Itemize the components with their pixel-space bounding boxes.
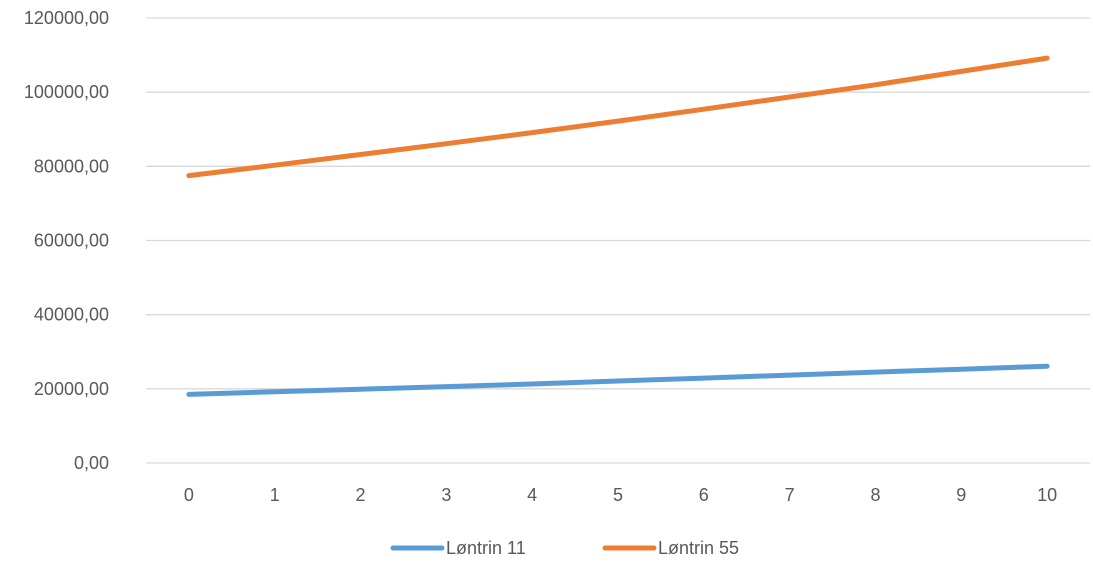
series-line xyxy=(189,366,1047,394)
x-tick-label: 9 xyxy=(956,485,966,505)
x-tick-label: 0 xyxy=(184,485,194,505)
series-1 xyxy=(189,58,1047,176)
y-tick-label: 60000,00 xyxy=(34,231,109,251)
gridlines xyxy=(146,18,1090,463)
x-tick-label: 2 xyxy=(356,485,366,505)
x-tick-label: 1 xyxy=(270,485,280,505)
y-tick-label: 100000,00 xyxy=(24,82,109,102)
x-tick-label: 8 xyxy=(870,485,880,505)
y-tick-label: 80000,00 xyxy=(34,156,109,176)
x-tick-label: 4 xyxy=(527,485,537,505)
x-tick-label: 7 xyxy=(785,485,795,505)
y-tick-label: 40000,00 xyxy=(34,305,109,325)
y-tick-label: 0,00 xyxy=(74,453,109,473)
legend-item: Løntrin 55 xyxy=(605,538,739,558)
x-tick-label: 6 xyxy=(699,485,709,505)
legend: Løntrin 11 Løntrin 55 xyxy=(393,538,739,558)
series-0 xyxy=(189,366,1047,394)
x-tick-label: 5 xyxy=(613,485,623,505)
x-axis-tick-labels: 0 1 2 3 4 5 6 7 8 9 10 xyxy=(184,485,1057,505)
series-line xyxy=(189,58,1047,176)
y-axis-tick-labels: 0,00 20000,00 40000,00 60000,00 80000,00 1000… xyxy=(24,8,109,473)
series-lines xyxy=(189,58,1047,395)
legend-label: Løntrin 11 xyxy=(446,538,526,558)
x-tick-label: 3 xyxy=(441,485,451,505)
x-tick-label: 10 xyxy=(1037,485,1057,505)
y-tick-label: 120000,00 xyxy=(24,8,109,28)
legend-item: Løntrin 11 xyxy=(393,538,526,558)
y-tick-label: 20000,00 xyxy=(34,379,109,399)
legend-label: Løntrin 55 xyxy=(658,538,739,558)
